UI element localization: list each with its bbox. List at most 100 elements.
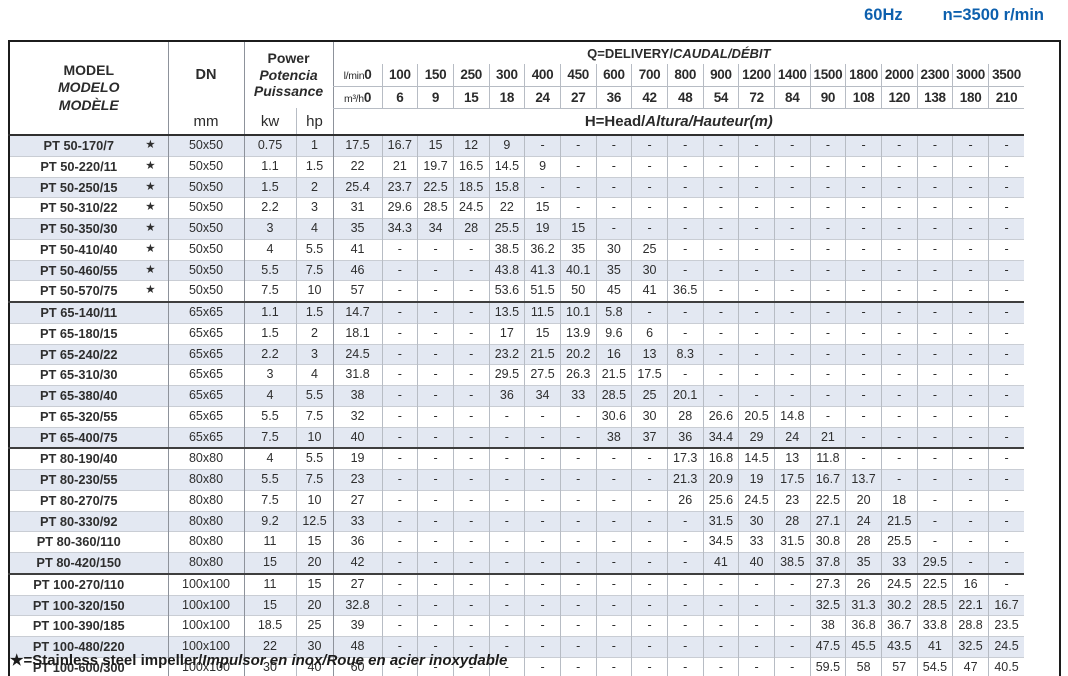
head-value: 22 [488, 197, 525, 219]
head-value: - [845, 426, 882, 449]
head-value: - [595, 134, 632, 157]
model-name: PT 80-360/110 [36, 534, 121, 550]
head-value: - [773, 572, 811, 595]
head-value: 35 [332, 218, 383, 240]
head-value: - [845, 343, 882, 365]
head-value: 14.8 [773, 405, 811, 427]
head-value: - [524, 615, 561, 637]
head-value: 15 [524, 322, 561, 344]
head-value: - [809, 197, 846, 219]
head-value: - [773, 615, 811, 637]
dn-column-header: DN [167, 41, 244, 108]
dn-cell: 100x100 [167, 594, 244, 616]
head-value: 28.5 [417, 197, 454, 219]
head-value: - [916, 405, 953, 427]
head-value: - [524, 594, 561, 616]
head-value: - [417, 615, 454, 637]
head-value: 21.5 [524, 343, 561, 365]
head-value: 36.5 [666, 280, 704, 302]
head-value: - [952, 531, 989, 553]
m3h-value: 120 [880, 86, 918, 109]
head-value: - [987, 300, 1025, 324]
head-value: 30 [631, 259, 668, 281]
hp-cell: 5.5 [295, 238, 334, 260]
m3h-value: 138 [916, 86, 953, 109]
model-name: PT 65-140/11 [40, 305, 118, 321]
head-value: - [952, 218, 989, 240]
head-value: - [452, 259, 490, 281]
head-value: - [559, 426, 597, 449]
model-cell: PT 100-480/220 [9, 636, 168, 658]
head-value: - [631, 469, 668, 491]
pump-spec-table-wrapper: MODEL MODELO MODÈLE DN Power Potencia Pu… [8, 40, 1061, 676]
head-value: 16.5 [452, 155, 490, 177]
kw-cell: 4 [243, 385, 296, 407]
head-value: 16.7 [809, 469, 846, 491]
head-value: - [773, 218, 811, 240]
head-value: 16.7 [381, 134, 418, 157]
kw-cell: 7.5 [243, 280, 296, 302]
hp-cell: 30 [295, 636, 334, 658]
m3h-value: 18 [488, 86, 525, 109]
head-value: - [773, 300, 811, 324]
kw-cell: 1.5 [243, 176, 296, 198]
head-value: - [381, 405, 418, 427]
head-value: - [773, 385, 811, 407]
hp-cell: 7.5 [295, 469, 334, 491]
dn-cell: 80x80 [167, 489, 244, 511]
head-value: - [702, 615, 739, 637]
head-value: - [559, 155, 597, 177]
head-value: - [417, 469, 454, 491]
head-value: - [809, 134, 846, 157]
head-value: - [631, 134, 668, 157]
m3h-value: 9 [417, 86, 454, 109]
dn-cell: 80x80 [167, 447, 244, 470]
head-value: - [452, 322, 490, 344]
dn-cell: 65x65 [167, 364, 244, 386]
model-name: PT 80-190/40 [39, 451, 118, 467]
head-value: 27.5 [524, 364, 561, 386]
model-cell: PT 80-270/75 [9, 489, 168, 511]
head-value: 19 [738, 469, 775, 491]
head-value: - [702, 364, 739, 386]
head-value: - [952, 155, 989, 177]
head-value: 21.5 [595, 364, 632, 386]
head-value: 27.3 [809, 572, 846, 595]
head-value: - [880, 155, 918, 177]
head-value: - [417, 656, 454, 676]
head-value: 35 [559, 238, 597, 260]
head-value: - [595, 572, 632, 595]
head-value: 41 [702, 551, 739, 574]
head-value: - [738, 615, 775, 637]
head-value: - [702, 238, 739, 260]
table-row: PT 65-380/40 65x65 4 5.5 38- - -36 34 33 28.5… [9, 385, 1060, 407]
head-value: 18.1 [332, 322, 383, 344]
table-row: PT 80-190/40 80x80 4 5.5 19- - - - - - - -17.3 1… [9, 447, 1060, 470]
table-row: PT 65-400/75 65x65 7.5 10 40- - - - - -38 37 36… [9, 426, 1060, 449]
head-value: - [524, 489, 561, 511]
m3h-value: 84 [773, 86, 811, 109]
hp-cell: 5.5 [295, 447, 334, 470]
head-value: - [417, 572, 454, 595]
model-cell: PT 80-230/55 [9, 469, 168, 491]
hp-cell: 4 [295, 364, 334, 386]
head-value: 13 [773, 447, 811, 470]
head-value: - [559, 551, 597, 574]
head-value: - [809, 280, 846, 302]
head-value: - [952, 364, 989, 386]
head-value: - [987, 572, 1025, 595]
hp-cell: 10 [295, 280, 334, 302]
head-value: - [488, 489, 525, 511]
lmin-value: 800 [666, 64, 704, 87]
head-value: - [559, 447, 597, 470]
head-value: - [666, 531, 704, 553]
head-value: - [417, 447, 454, 470]
head-value: - [524, 469, 561, 491]
table-header: MODEL MODELO MODÈLE DN Power Potencia Pu… [9, 41, 1060, 136]
lmin-value: 150 [417, 64, 454, 87]
head-value: - [381, 280, 418, 302]
model-cell: PT 65-400/75 [9, 426, 168, 449]
head-value: 54.5 [916, 656, 953, 676]
lmin-value: 2300 [916, 64, 953, 87]
kw-cell: 5.5 [243, 259, 296, 281]
